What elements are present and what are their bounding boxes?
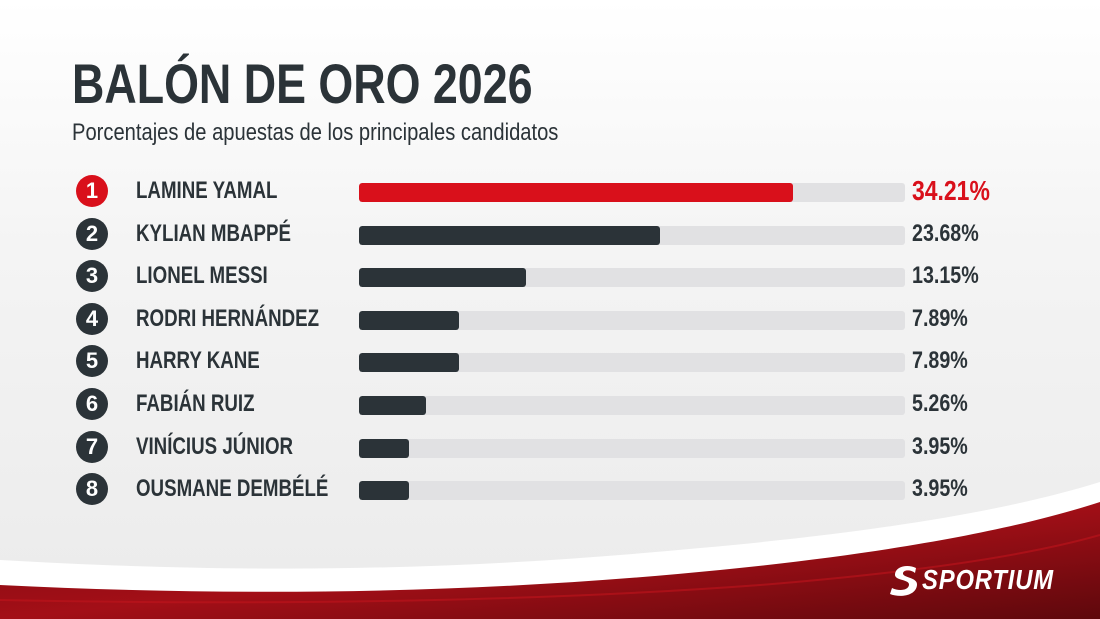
value-label: 23.68%: [912, 219, 979, 247]
bar: [359, 310, 459, 330]
bar: [359, 481, 409, 501]
value-label: 13.15%: [912, 262, 979, 290]
bar-track: [359, 353, 905, 373]
bar-row: 2 KYLIAN MBAPPÉ 23.68%: [0, 216, 1100, 252]
bar-track: [359, 268, 905, 288]
bar: [359, 183, 793, 202]
bar: [359, 268, 526, 288]
rank-badge: 6: [76, 388, 108, 420]
rank-badge: 8: [76, 473, 108, 506]
category-label: OUSMANE DEMBÉLÉ: [136, 475, 329, 503]
rank-badge: 3: [76, 260, 108, 293]
rank-badge: 2: [76, 217, 108, 250]
category-label: LAMINE YAMAL: [136, 177, 278, 204]
bar-track: [359, 225, 905, 245]
bar-row: 5 HARRY KANE 7.89%: [0, 343, 1100, 379]
bar-row: 1 LAMINE YAMAL 34.21%: [0, 173, 1100, 209]
bar-track: [359, 183, 905, 202]
brand-logo: SPORTIUM: [886, 560, 1077, 600]
bar-row: 3 LIONEL MESSI 13.15%: [0, 258, 1100, 294]
value-label: 7.89%: [912, 304, 968, 332]
category-label: HARRY KANE: [136, 347, 260, 375]
rank-badge: 7: [76, 430, 108, 463]
page-subtitle: Porcentajes de apuestas de los principal…: [72, 119, 559, 146]
value-label: 34.21%: [912, 175, 990, 206]
bar-row: 6 FABIÁN RUIZ 5.26%: [0, 386, 1100, 422]
category-label: KYLIAN MBAPPÉ: [136, 219, 291, 247]
value-label: 7.89%: [912, 347, 968, 375]
brand-name: SPORTIUM: [922, 564, 1054, 595]
bar: [359, 353, 459, 373]
rank-badge: 1: [76, 175, 108, 207]
category-label: VINÍCIUS JÚNIOR: [136, 432, 294, 460]
value-label: 3.95%: [912, 475, 968, 503]
bar-row: 4 RODRI HERNÁNDEZ 7.89%: [0, 301, 1100, 337]
category-label: FABIÁN RUIZ: [136, 390, 255, 417]
value-label: 3.95%: [912, 432, 968, 460]
bar-track: [359, 396, 905, 415]
rank-badge: 4: [76, 302, 108, 335]
bar-track: [359, 481, 905, 501]
category-label: LIONEL MESSI: [136, 262, 268, 290]
bar: [359, 438, 409, 458]
rank-badge: 5: [76, 345, 108, 378]
sportium-s-logo-icon: [890, 566, 918, 596]
bar: [359, 396, 426, 415]
value-label: 5.26%: [912, 390, 968, 417]
bar-track: [359, 438, 905, 458]
bar-row: 7 VINÍCIUS JÚNIOR 3.95%: [0, 429, 1100, 465]
page-title: BALÓN DE ORO 2026: [72, 52, 533, 115]
bar-row: 8 OUSMANE DEMBÉLÉ 3.95%: [0, 471, 1100, 507]
category-label: RODRI HERNÁNDEZ: [136, 304, 320, 332]
bar: [359, 225, 660, 245]
bar-track: [359, 310, 905, 330]
